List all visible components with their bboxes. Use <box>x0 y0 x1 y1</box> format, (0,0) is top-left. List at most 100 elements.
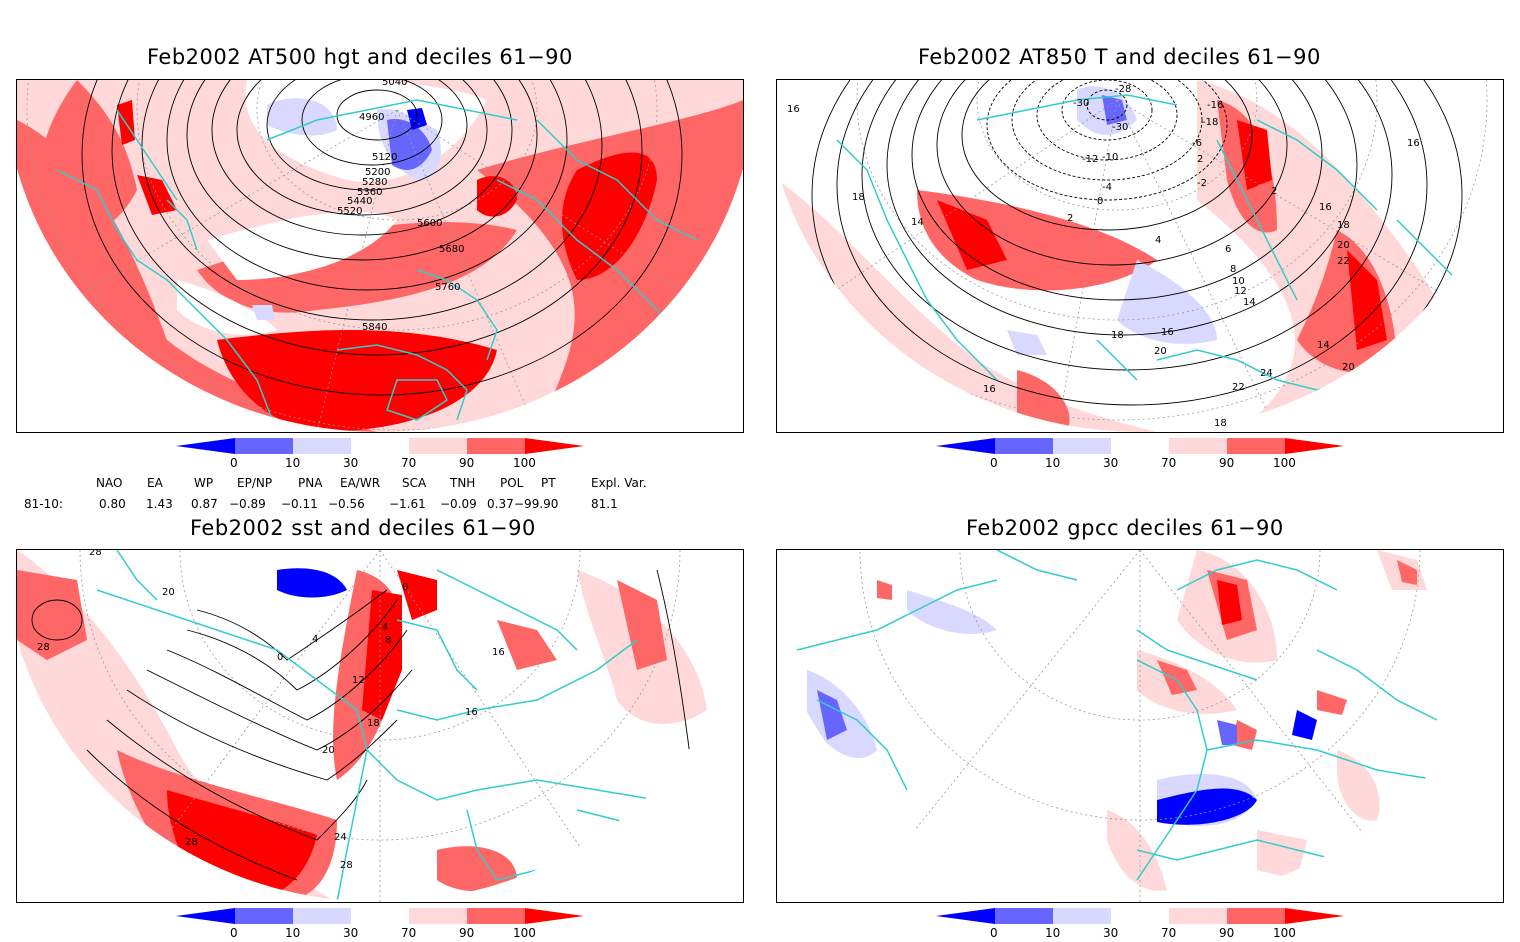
index-value: −0.09 <box>440 497 477 511</box>
contour-label: 2 <box>1067 213 1073 224</box>
contour-label: 5440 <box>347 196 372 207</box>
index-value: −99.90 <box>514 497 559 511</box>
contour-label: 16 <box>1319 202 1332 213</box>
contour-label: -16 <box>1207 100 1223 111</box>
contour-label: -6 <box>1192 138 1202 149</box>
cbar-seg <box>525 908 584 924</box>
cbar-tick: 90 <box>1219 456 1235 470</box>
contour-label: 28 <box>37 642 50 653</box>
cbar-seg <box>995 438 1053 454</box>
contour-label: 5280 <box>362 177 387 188</box>
index-row-label: 81-10: <box>24 497 63 511</box>
cbar-tick: 90 <box>459 926 475 940</box>
contour-label: 28 <box>340 860 353 871</box>
contour-label: 12 <box>352 675 365 686</box>
cbar-seg <box>1169 908 1227 924</box>
title-sst: Feb2002 sst and deciles 61−90 <box>190 516 536 540</box>
cbar-seg <box>351 908 409 924</box>
contour-label: 20 <box>1154 346 1167 357</box>
cbar-seg <box>409 908 467 924</box>
contour-label: 4 <box>382 622 388 633</box>
contour-label: 28 <box>185 837 198 848</box>
colorbar-bottom-left: 0 10 30 70 90 100 <box>170 908 590 942</box>
contour-label: 24 <box>1260 368 1273 379</box>
contour-label: 20 <box>1337 240 1350 251</box>
cbar-tick: 10 <box>1045 456 1061 470</box>
colorbar-top-left: 0 10 30 70 90 100 <box>170 438 590 472</box>
index-value: −0.56 <box>328 497 365 511</box>
index-value: −1.61 <box>389 497 426 511</box>
index-name: PT <box>541 476 556 490</box>
cbar-seg <box>467 438 525 454</box>
map-sst: 28 28 20 0 4 0 4 8 12 16 16 18 20 24 28 … <box>16 549 744 903</box>
contour-label: 10 <box>1232 276 1245 287</box>
cbar-seg <box>293 438 351 454</box>
index-name: EP/NP <box>237 476 273 490</box>
contour-label: 4 <box>312 634 318 645</box>
contour-label: 5520 <box>337 206 362 217</box>
index-name: NAO <box>96 476 123 490</box>
contour-label: 8 <box>385 635 391 646</box>
index-name: Expl. Var. <box>591 476 647 490</box>
map-at850: -28 -30 -30 -16 -18 16 16 -12 -10 -6 -4 … <box>776 79 1504 433</box>
cbar-tick: 30 <box>343 456 359 470</box>
contour-label: -30 <box>1073 98 1089 109</box>
cbar-seg <box>1053 908 1111 924</box>
cbar-seg <box>936 438 995 454</box>
contour-label: 22 <box>1232 382 1245 393</box>
cbar-tick: 30 <box>1103 926 1119 940</box>
index-value: 1.43 <box>146 497 173 511</box>
contour-label: 16 <box>983 384 996 395</box>
contour-label: 20 <box>322 745 335 756</box>
cbar-tick: 100 <box>1273 926 1296 940</box>
colorbar-bottom-right: 0 10 30 70 90 100 <box>930 908 1350 942</box>
contour-label: 20 <box>162 587 175 598</box>
cbar-seg <box>1111 438 1169 454</box>
contour-label: 0 <box>277 652 283 663</box>
cbar-tick: 0 <box>990 926 998 940</box>
cbar-tick: 90 <box>459 456 475 470</box>
contour-label: 18 <box>1214 418 1227 429</box>
index-value: 0.80 <box>99 497 126 511</box>
contour-label: 5600 <box>417 218 442 229</box>
index-name: PNA <box>298 476 323 490</box>
contour-label: 5120 <box>372 152 397 163</box>
contour-label: 5040 <box>382 80 407 88</box>
contour-label: 28 <box>89 550 102 558</box>
contour-label: 5760 <box>435 282 460 293</box>
cbar-seg <box>1285 438 1344 454</box>
cbar-seg <box>1285 908 1344 924</box>
index-value: −0.89 <box>229 497 266 511</box>
index-name: EA <box>147 476 163 490</box>
cbar-tick: 10 <box>285 926 301 940</box>
index-name: EA/WR <box>340 476 381 490</box>
contour-label: 16 <box>465 707 478 718</box>
cbar-seg <box>525 438 584 454</box>
cbar-seg <box>1227 438 1285 454</box>
cbar-tick: 10 <box>1045 926 1061 940</box>
index-name: POL <box>500 476 524 490</box>
title-at500: Feb2002 AT500 hgt and deciles 61−90 <box>147 45 573 69</box>
cbar-seg <box>1111 908 1169 924</box>
index-value: 0.37 <box>487 497 514 511</box>
cbar-tick: 70 <box>1161 926 1177 940</box>
cbar-seg <box>351 438 409 454</box>
title-gpcc: Feb2002 gpcc deciles 61−90 <box>966 516 1284 540</box>
contour-label: 0 <box>1097 196 1103 207</box>
contour-label: 14 <box>1317 340 1330 351</box>
contour-label: 16 <box>1161 327 1174 338</box>
contour-label: -12 <box>1082 154 1098 165</box>
cbar-seg <box>1169 438 1227 454</box>
cbar-seg <box>235 438 293 454</box>
cbar-tick: 70 <box>1161 456 1177 470</box>
cbar-tick: 70 <box>401 456 417 470</box>
contour-label: 4 <box>1155 235 1161 246</box>
contour-label: 18 <box>1337 220 1350 231</box>
cbar-seg <box>1053 438 1111 454</box>
contour-label: 18 <box>852 192 865 203</box>
contour-label: -18 <box>1202 117 1218 128</box>
contour-label: 2 <box>1197 154 1203 165</box>
cbar-tick: 100 <box>513 926 536 940</box>
contour-label: 2 <box>1271 186 1277 197</box>
cbar-seg <box>1227 908 1285 924</box>
